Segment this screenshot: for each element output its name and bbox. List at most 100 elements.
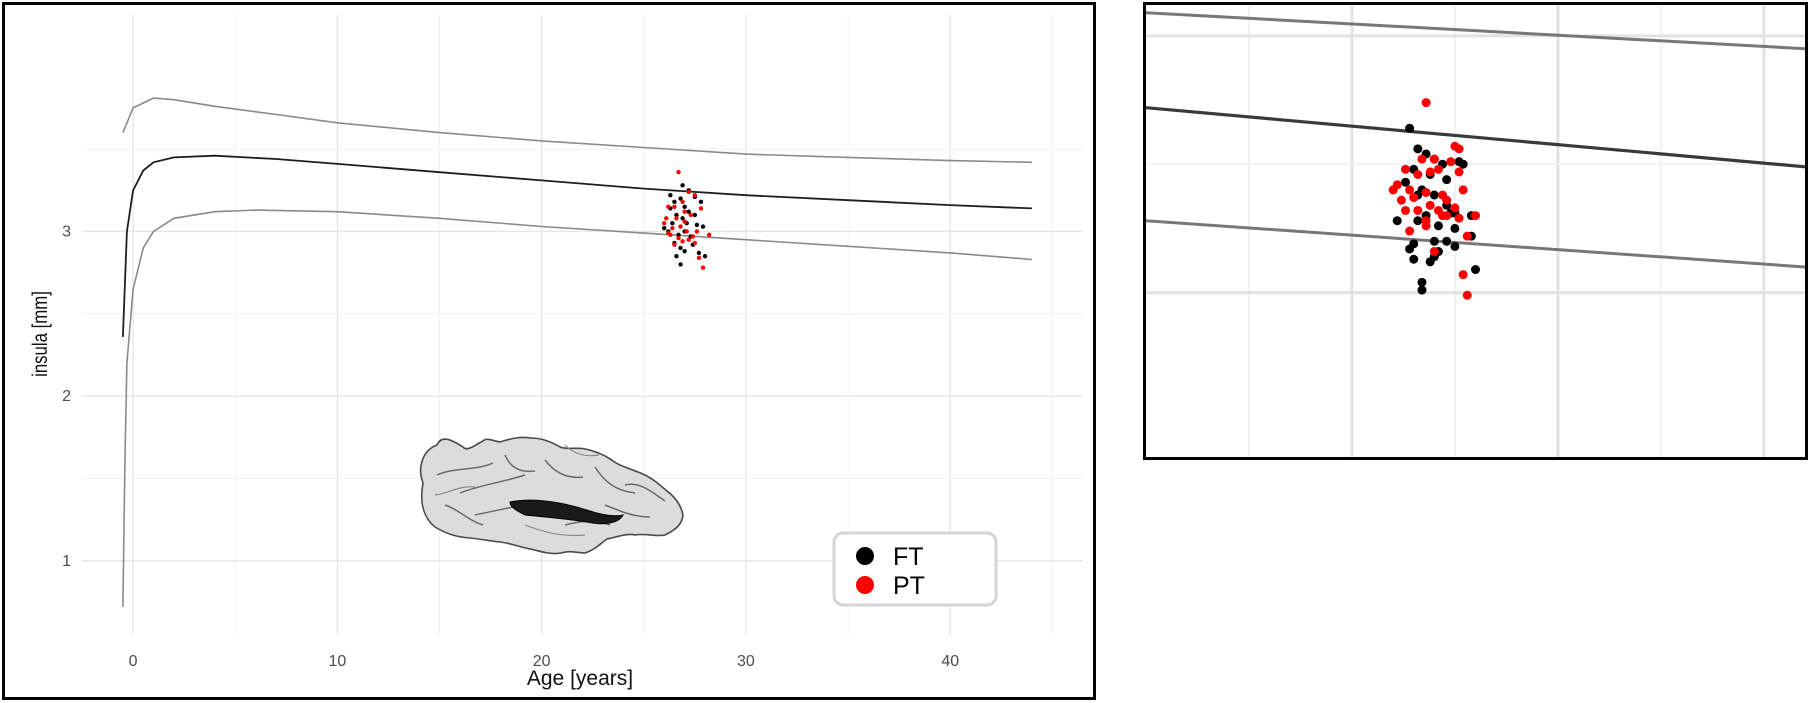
data-points — [662, 169, 712, 270]
legend-pt-marker — [856, 576, 874, 594]
zoom-pt-data-point — [1446, 157, 1456, 167]
pt-data-point — [700, 265, 706, 270]
upper-centile-curve — [122, 97, 1032, 164]
pt-data-point — [686, 189, 691, 195]
ft-data-point — [696, 250, 702, 256]
pt-data-point — [706, 232, 712, 237]
pt-data-point — [662, 221, 667, 226]
zoom-pt-data-point — [1417, 154, 1427, 164]
ft-data-point — [674, 212, 679, 218]
zoom-upper-centile-curve — [1146, 11, 1805, 51]
zoom-pt-data-point — [1405, 185, 1415, 195]
zoom-ft-data-point — [1442, 236, 1452, 246]
zoom-inset-panel — [1143, 2, 1808, 460]
zoom-grid — [1146, 5, 1805, 457]
pt-data-point — [664, 216, 669, 221]
pt-data-point — [676, 169, 681, 175]
zoom-ft-data-point — [1417, 285, 1427, 295]
legend-ft-marker — [856, 547, 874, 565]
pt-data-point — [692, 193, 698, 198]
zoom-pt-data-point — [1400, 205, 1410, 215]
brain-illustration-icon — [419, 436, 684, 555]
pt-data-point — [678, 224, 683, 229]
zoom-pt-data-point — [1429, 154, 1439, 164]
zoom-pt-data-point — [1471, 211, 1480, 221]
x-tick-label: 40 — [941, 653, 959, 670]
ft-data-point — [672, 199, 677, 205]
grid — [82, 15, 1083, 635]
ft-data-point — [662, 225, 667, 231]
ft-data-point — [680, 183, 685, 188]
y-tick-label: 2 — [62, 388, 71, 405]
pt-data-point — [672, 204, 677, 209]
zoomed-scatter-chart — [1146, 5, 1805, 457]
zoom-ft-data-point — [1413, 144, 1423, 154]
zoom-pt-data-point — [1429, 247, 1439, 257]
zoom-data-points — [1388, 98, 1480, 300]
zoom-pt-data-point — [1458, 185, 1468, 195]
legend: FT PT — [832, 531, 998, 607]
zoom-pt-data-point — [1425, 167, 1435, 177]
zoom-ft-data-point — [1433, 221, 1443, 231]
ft-data-point — [680, 216, 685, 221]
ft-data-point — [682, 249, 687, 254]
x-tick-label: 10 — [328, 653, 346, 670]
zoom-ft-data-point — [1442, 175, 1452, 185]
ft-data-point — [698, 199, 704, 205]
pt-data-point — [674, 216, 679, 221]
y-tick-label: 1 — [62, 553, 71, 570]
zoom-ft-data-point — [1413, 216, 1423, 226]
zoom-pt-data-point — [1462, 231, 1472, 241]
zoom-ft-data-point — [1450, 223, 1460, 233]
zoom-pt-data-point — [1454, 213, 1464, 223]
zoom-ft-data-point — [1400, 177, 1410, 187]
ft-data-point — [670, 221, 675, 226]
zoom-pt-data-point — [1421, 98, 1431, 108]
x-tick-label: 30 — [737, 653, 755, 670]
zoom-ft-data-point — [1405, 244, 1415, 254]
ft-data-point — [686, 209, 691, 214]
zoom-ft-data-point — [1429, 190, 1439, 200]
zoom-ft-data-point — [1429, 236, 1439, 246]
x-axis-title: Age [years] — [527, 667, 633, 690]
pt-data-point — [682, 209, 687, 214]
zoom-pt-data-point — [1421, 187, 1431, 197]
ft-data-point — [682, 204, 687, 209]
zoom-pt-data-point — [1462, 290, 1472, 300]
zoom-pt-data-point — [1421, 221, 1431, 231]
zoom-pt-data-point — [1442, 195, 1452, 205]
zoom-ft-data-point — [1392, 216, 1402, 226]
zoom-pt-data-point — [1400, 164, 1410, 174]
pt-data-point — [670, 225, 675, 231]
y-tick-label: 3 — [62, 223, 71, 240]
y-tick-labels: 1 2 3 — [62, 223, 71, 569]
zoom-pt-data-point — [1425, 200, 1435, 210]
main-chart-panel: 0 10 20 30 40 1 2 3 Age [years] insula [mm] FT… — [2, 2, 1096, 700]
pt-data-point — [696, 255, 702, 261]
zoom-pt-data-point — [1450, 203, 1460, 213]
pt-data-point — [694, 229, 700, 234]
centile-curves — [122, 97, 1032, 608]
ft-data-point — [678, 196, 683, 201]
zoom-pt-data-point — [1405, 226, 1415, 236]
zoom-ft-data-point — [1409, 254, 1419, 264]
ft-data-point — [700, 224, 706, 229]
zoom-lower-centile-curve — [1146, 219, 1805, 269]
pt-data-point — [686, 237, 691, 242]
zoom-ft-data-point — [1405, 123, 1415, 133]
ft-data-point — [674, 253, 679, 259]
zoom-pt-data-point — [1433, 164, 1443, 174]
pt-data-point — [698, 206, 704, 211]
ft-data-point — [678, 262, 683, 267]
median-centile-curve — [122, 154, 1032, 337]
ft-data-point — [668, 193, 673, 198]
lower-centile-curve — [122, 209, 1032, 608]
pt-data-point — [684, 229, 689, 234]
x-tick-label: 0 — [129, 653, 138, 670]
legend-pt-label: PT — [893, 572, 925, 600]
zoom-median-centile-curve — [1146, 106, 1805, 169]
pt-data-point — [682, 219, 687, 224]
zoom-pt-data-point — [1438, 211, 1448, 221]
zoom-pt-data-point — [1413, 205, 1423, 215]
zoom-pt-data-point — [1388, 185, 1398, 195]
